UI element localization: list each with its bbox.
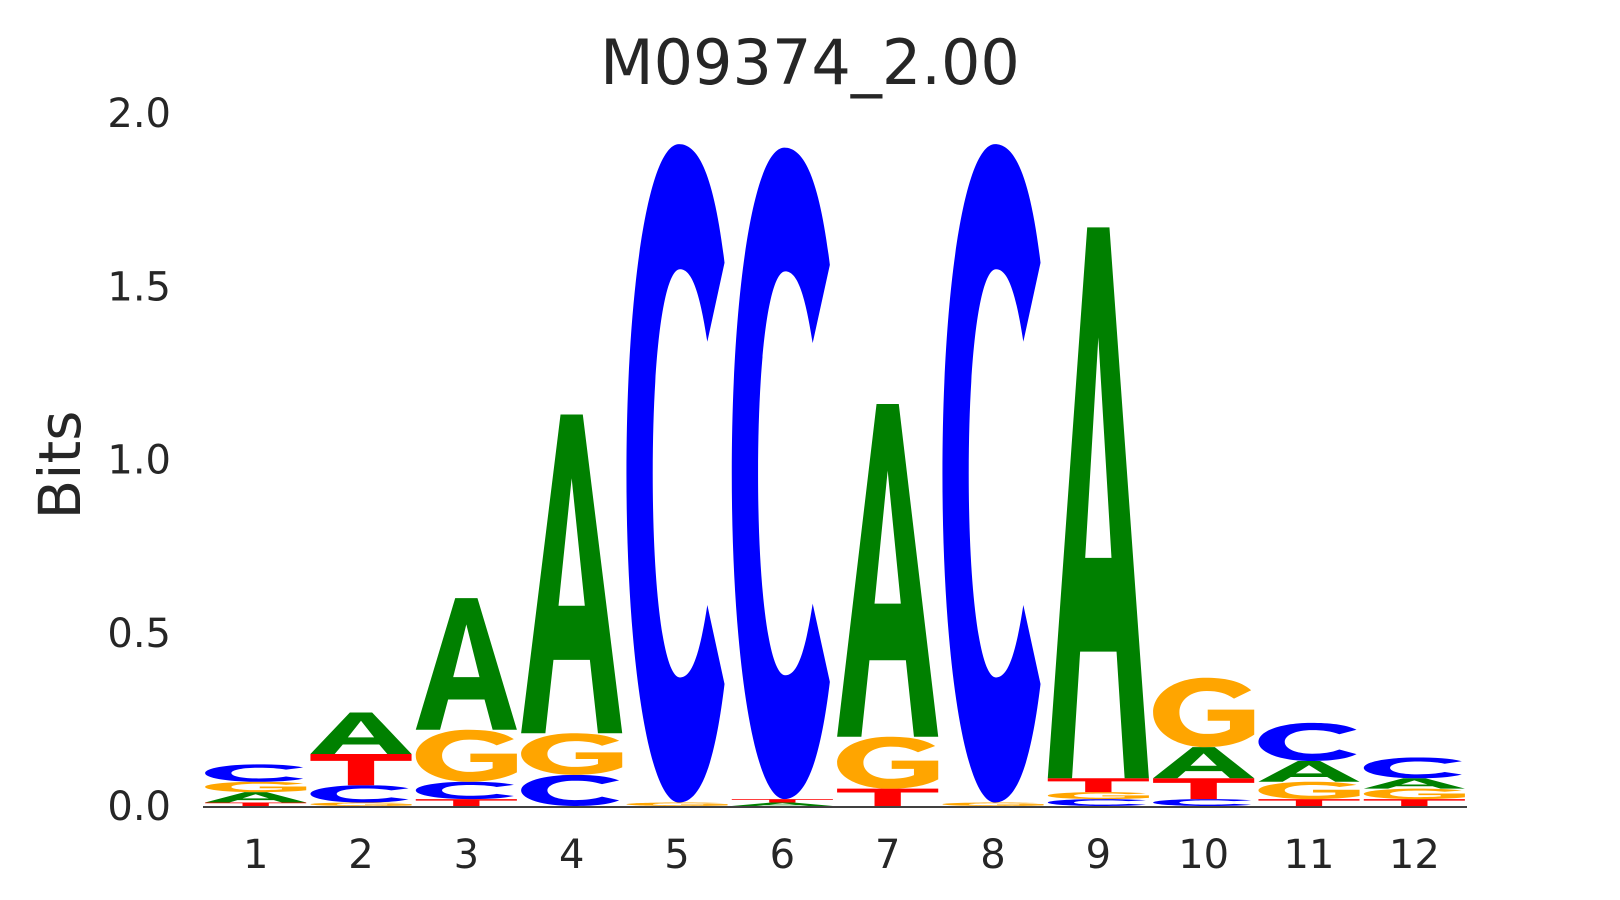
logo-letter-g <box>1258 781 1360 800</box>
logo-letter-g <box>1363 788 1465 800</box>
logo-letter-t <box>1153 778 1255 800</box>
logo-letter-g <box>205 781 307 793</box>
logo-letter-t <box>310 754 412 786</box>
logo-letter-g <box>310 802 412 806</box>
logo-letter-c <box>1363 757 1462 779</box>
logo-stack <box>205 764 307 806</box>
y-tick-label: 0.0 <box>107 784 171 830</box>
logo-letter-c <box>942 144 1041 803</box>
logo-letter-c <box>1258 722 1357 761</box>
logo-stack <box>1258 722 1360 806</box>
logo-letter-t <box>837 788 939 806</box>
x-tick-label: 1 <box>243 832 268 878</box>
logo-letter-g <box>942 802 1044 806</box>
x-tick-label: 3 <box>454 832 479 878</box>
x-tick-label: 11 <box>1284 832 1335 878</box>
x-tick-label: 6 <box>770 832 795 878</box>
logo-letter-t <box>1363 799 1465 806</box>
logo-stack <box>1363 757 1465 806</box>
x-tick-label: 7 <box>875 832 900 878</box>
x-tick-label: 9 <box>1086 832 1111 878</box>
logo-stack <box>415 598 517 806</box>
x-tick-label: 2 <box>348 832 373 878</box>
logo-stack <box>626 144 728 806</box>
logo-letter-g <box>1153 677 1255 748</box>
x-axis-ticks: 1 2 3 4 5 6 7 8 9 10 11 12 <box>243 832 1440 878</box>
logo-letter-a <box>1153 747 1255 779</box>
logo-letter-c <box>310 785 409 803</box>
logo-stack <box>837 404 939 806</box>
y-tick-label: 0.5 <box>107 611 171 657</box>
logo-letter-a <box>731 802 833 806</box>
logo-stack <box>731 147 833 806</box>
logo-letter-a <box>415 598 517 730</box>
x-tick-label: 10 <box>1178 832 1229 878</box>
x-tick-label: 5 <box>664 832 689 878</box>
logo-letter-c <box>1047 799 1146 806</box>
logo-letter-t <box>1047 778 1149 793</box>
logo-letter-a <box>310 712 412 755</box>
logo-stack <box>1153 677 1255 806</box>
x-tick-label: 4 <box>559 832 584 878</box>
logo-letter-a <box>837 404 939 737</box>
y-axis-label: Bits <box>26 411 94 520</box>
logo-letter-c <box>626 144 725 803</box>
logo-letter-t <box>415 799 517 806</box>
x-tick-label: 12 <box>1389 832 1440 878</box>
logo-letter-g <box>626 802 728 806</box>
logo-stacks <box>205 144 1465 806</box>
logo-letter-t <box>1258 799 1360 806</box>
logo-letter-c <box>1153 799 1252 806</box>
logo-stack <box>942 144 1044 806</box>
logo-letter-g <box>837 736 939 789</box>
logo-letter-c <box>415 781 514 800</box>
logo-letter-c <box>521 774 620 806</box>
logo-letter-a <box>521 414 623 734</box>
logo-letter-a <box>1047 227 1149 779</box>
x-tick-label: 8 <box>980 832 1005 878</box>
logo-letter-a <box>1363 778 1465 789</box>
y-tick-label: 1.0 <box>107 438 171 484</box>
logo-letter-g <box>1047 792 1149 800</box>
logo-letter-g <box>521 733 623 775</box>
logo-letter-c <box>731 147 830 800</box>
chart-title: M09374_2.00 <box>600 26 1020 99</box>
logo-letter-a <box>205 792 307 803</box>
logo-letter-t <box>731 799 833 803</box>
logo-stack <box>521 414 623 806</box>
logo-letter-a <box>1258 760 1360 782</box>
y-tick-label: 1.5 <box>107 264 171 310</box>
logo-stack <box>310 712 412 806</box>
logo-letter-t <box>205 802 307 806</box>
logo-stack <box>1047 227 1149 806</box>
logo-letter-c <box>205 764 304 782</box>
y-axis-ticks: 0.0 0.5 1.0 1.5 2.0 <box>107 91 171 830</box>
y-tick-label: 2.0 <box>107 91 171 137</box>
logo-letter-g <box>415 729 517 782</box>
